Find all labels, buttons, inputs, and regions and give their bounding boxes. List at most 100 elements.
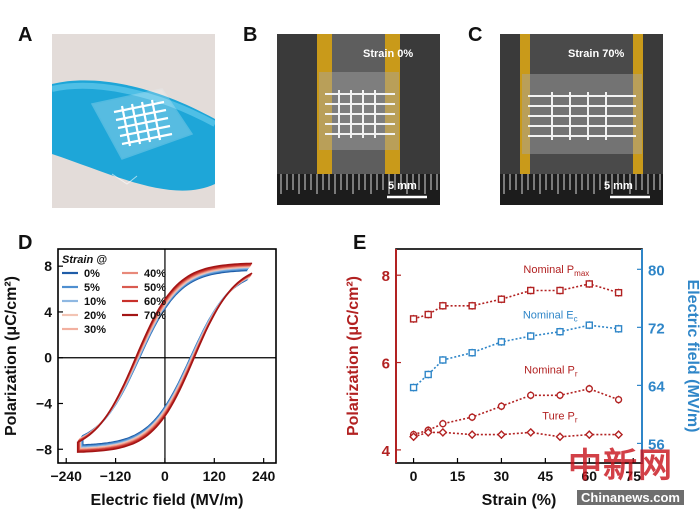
data-point-e	[409, 383, 418, 392]
data-point-e	[555, 432, 565, 442]
series-label-main-e: Nominal P	[523, 264, 574, 276]
panel-label-e: E	[353, 232, 367, 254]
series-line-e	[413, 283, 619, 320]
series-label-sub-e: r	[575, 369, 578, 378]
y-tick-label-right-e: 56	[648, 436, 665, 453]
plot-frame-d	[57, 248, 277, 464]
legend-label-d: 60%	[144, 296, 166, 308]
data-point-e	[497, 402, 506, 410]
series-label-main-e: Nominal P	[524, 364, 575, 376]
x-tick-label-e: 45	[538, 468, 554, 484]
data-point-e	[468, 302, 476, 310]
data-point-e	[526, 427, 536, 437]
y-tick-label-d: 0	[44, 350, 52, 366]
data-point-e	[614, 395, 623, 404]
hysteresis-loops	[76, 262, 253, 453]
series-label-e: Nominal Pr	[524, 364, 578, 378]
loop-70pct	[76, 262, 253, 453]
y-tick-label-d: −8	[36, 441, 52, 457]
data-point-e	[497, 295, 506, 303]
data-point-e	[424, 370, 432, 379]
y-tick-label-left-e: 8	[382, 268, 390, 285]
data-point-e	[585, 280, 593, 288]
data-point-e	[527, 391, 535, 400]
x-tick-label-e: 60	[581, 468, 597, 484]
series-e-3: Ture Pr	[409, 410, 624, 442]
data-point-e	[556, 286, 564, 295]
x-tick-label-d: 240	[252, 468, 276, 484]
finger-illustration	[52, 80, 215, 191]
y-tick-label-left-e: 6	[382, 356, 390, 373]
data-point-e	[496, 430, 506, 440]
y-tick-label-right-e: 80	[648, 262, 665, 279]
y-tick-label-d: 4	[44, 304, 52, 320]
legend-label-d: 20%	[84, 310, 106, 322]
y-axis-label-right-e: Electric field (MV/m)	[684, 280, 700, 433]
data-point-e	[556, 327, 564, 336]
panel-label-c: C	[468, 24, 483, 46]
x-tick-label-e: 0	[410, 468, 418, 484]
series-e-1: Nominal Ec	[409, 310, 623, 392]
y-axis-label-left-e: Polarization (μC/cm²)	[345, 276, 362, 436]
data-point-e	[527, 286, 535, 295]
data-point-e	[584, 430, 594, 440]
x-tick-label-e: 15	[450, 468, 466, 484]
y-tick-label-d: −4	[36, 395, 52, 411]
y-tick-label-right-e: 72	[648, 320, 665, 337]
data-point-e	[468, 349, 476, 357]
data-point-e	[585, 321, 593, 329]
series-label-main-e: Nominal E	[523, 310, 574, 322]
data-point-e	[439, 419, 447, 428]
scale-label-c: 5 mm	[604, 180, 633, 192]
series-label-e: Ture Pr	[542, 410, 578, 424]
data-point-e	[585, 385, 593, 393]
x-axis-label-d: Electric field (MV/m)	[91, 492, 244, 509]
panel-label-a: A	[18, 24, 33, 46]
stretcher-illustration-c	[500, 34, 663, 205]
data-point-e	[439, 356, 447, 364]
stretcher-illustration-b	[277, 34, 440, 205]
photo-b-strain-0: Strain 0% 5 mm	[277, 34, 440, 205]
x-tick-label-d: 120	[203, 468, 227, 484]
legend-label-d: 70%	[144, 310, 166, 322]
data-point-e	[409, 432, 419, 442]
x-tick-label-e: 30	[494, 468, 510, 484]
data-point-e	[438, 427, 448, 437]
series-label-sub-e: max	[574, 269, 589, 278]
photo-c-strain-70: Strain 70% 5 mm	[500, 34, 663, 205]
y-tick-label-right-e: 64	[648, 378, 665, 395]
strain-label-b: Strain 0%	[363, 48, 414, 60]
data-point-e	[439, 302, 447, 310]
legend-label-d: 30%	[84, 324, 106, 336]
series-label-sub-e: c	[574, 315, 578, 324]
legend-title-d: Strain @	[62, 254, 107, 266]
panel-label-b: B	[243, 24, 258, 46]
data-point-e	[467, 430, 477, 440]
data-point-e	[527, 332, 535, 340]
scale-label-b: 5 mm	[388, 180, 417, 192]
y-tick-label-left-e: 4	[382, 443, 391, 460]
legend-label-d: 0%	[84, 268, 100, 280]
x-tick-label-d: −240	[50, 468, 82, 484]
x-tick-label-d: 0	[161, 468, 169, 484]
chart-d-hysteresis: −240 −120 0 120 240 8 4 0 −4 −8 Electric field (MV…	[3, 248, 277, 509]
legend-label-d: 10%	[84, 296, 106, 308]
x-axis-label-e: Strain (%)	[482, 492, 557, 509]
data-point-e	[497, 338, 506, 346]
data-point-e	[614, 288, 623, 297]
series-e-0: Nominal Pmax	[409, 264, 623, 323]
panel-label-d: D	[18, 232, 33, 254]
series-label-e: Nominal Pmax	[523, 264, 589, 278]
series-line-e	[413, 387, 619, 436]
chart-e-strain-plot: 0 15 30 45 60 75 4 6 8 56 64 72 80 Strain (%) Polariza…	[345, 248, 700, 509]
data-point-e	[424, 310, 432, 319]
y-axis-label-d: Polarization (μC/cm²)	[3, 276, 20, 436]
strain-label-c: Strain 70%	[568, 48, 625, 60]
series-label-e: Nominal Ec	[523, 310, 578, 324]
data-point-e	[423, 427, 433, 437]
data-point-e	[556, 391, 564, 400]
y-tick-label-d: 8	[44, 258, 52, 274]
watermark-logo-text: 中新网	[568, 446, 673, 486]
data-point-e	[614, 325, 623, 333]
x-tick-label-e: 75	[625, 468, 641, 484]
